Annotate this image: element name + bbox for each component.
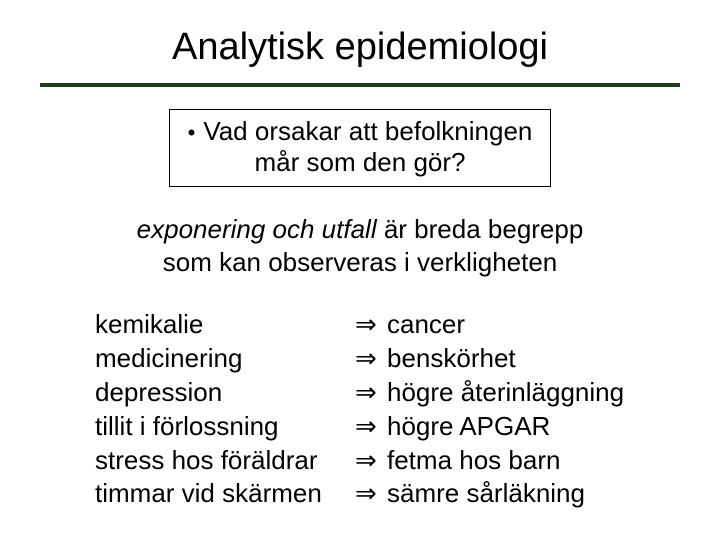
bullet-icon: • xyxy=(188,120,196,146)
implication-row: stress hos föräldrar⇒fetma hos barn xyxy=(95,444,680,478)
slide-title: Analytisk epidemiologi xyxy=(40,26,680,69)
implication-left: medicinering xyxy=(95,342,355,376)
implication-row: kemikalie⇒cancer xyxy=(95,308,680,342)
implies-icon: ⇒ xyxy=(355,444,387,478)
implies-icon: ⇒ xyxy=(355,376,387,410)
implication-right: benskörhet xyxy=(387,342,680,376)
implication-row: depression⇒högre återinläggning xyxy=(95,376,680,410)
implication-left: stress hos föräldrar xyxy=(95,444,355,478)
implication-left: timmar vid skärmen xyxy=(95,477,355,511)
implication-list: kemikalie⇒cancermedicinering⇒benskörhetd… xyxy=(95,308,680,511)
implies-icon: ⇒ xyxy=(355,410,387,444)
subheading: exponering och utfall är breda begrepp s… xyxy=(80,213,640,278)
implication-right: högre återinläggning xyxy=(387,376,680,410)
implication-row: tillit i förlossning⇒högre APGAR xyxy=(95,410,680,444)
implies-icon: ⇒ xyxy=(355,342,387,376)
slide: Analytisk epidemiologi • Vad orsakar att … xyxy=(0,0,720,540)
subheading-rest-1: är breda begrepp xyxy=(377,214,584,244)
implication-right: fetma hos barn xyxy=(387,444,680,478)
subheading-italic: exponering och utfall xyxy=(137,214,377,244)
subheading-line-2: som kan observeras i verkligheten xyxy=(163,247,558,277)
title-rule xyxy=(40,83,680,87)
implies-icon: ⇒ xyxy=(355,477,387,511)
implies-icon: ⇒ xyxy=(355,308,387,342)
boxed-line-1: • Vad orsakar att befolkningen xyxy=(188,116,533,147)
implication-left: depression xyxy=(95,376,355,410)
implication-left: kemikalie xyxy=(95,308,355,342)
boxed-question: • Vad orsakar att befolkningen mår som de… xyxy=(169,109,552,187)
implication-right: cancer xyxy=(387,308,680,342)
implication-row: timmar vid skärmen⇒sämre sårläkning xyxy=(95,477,680,511)
boxed-line-2: mår som den gör? xyxy=(188,147,533,178)
implication-left: tillit i förlossning xyxy=(95,410,355,444)
implication-right: högre APGAR xyxy=(387,410,680,444)
boxed-text-1: Vad orsakar att befolkningen xyxy=(203,116,532,146)
implication-right: sämre sårläkning xyxy=(387,477,680,511)
implication-row: medicinering⇒benskörhet xyxy=(95,342,680,376)
